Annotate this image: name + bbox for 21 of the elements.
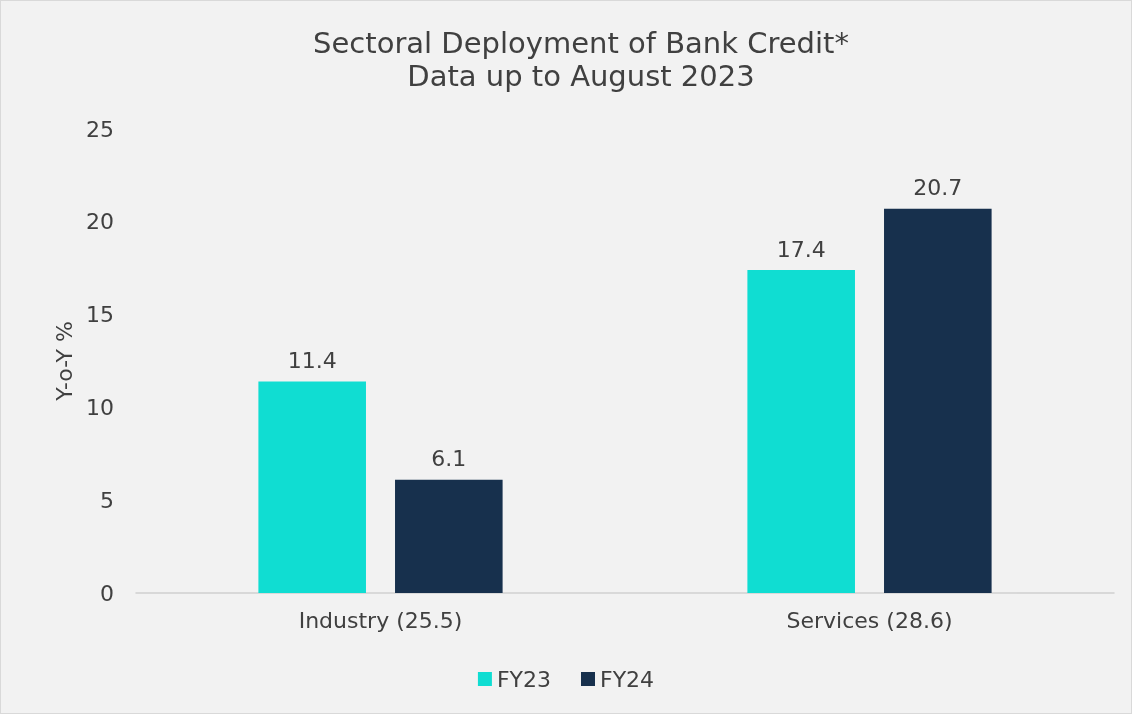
data-label: 20.7: [913, 175, 963, 201]
legend-label: FY23: [496, 666, 552, 692]
x-tick-label: Services (28.6): [786, 607, 953, 633]
y-tick-label: 20: [86, 209, 114, 235]
bar: [884, 208, 992, 593]
data-label: 17.4: [776, 236, 826, 262]
data-label: 11.4: [287, 347, 337, 373]
y-tick-label: 0: [100, 580, 114, 606]
data-label: 6.1: [431, 446, 467, 472]
chart-title: Sectoral Deployment of Bank Credit*: [313, 25, 849, 60]
bar: [395, 479, 503, 593]
y-tick-label: 25: [86, 116, 114, 142]
y-tick-label: 15: [86, 302, 114, 328]
x-tick-label: Industry (25.5): [298, 607, 463, 633]
legend-label: FY24: [600, 666, 655, 692]
y-axis-title: Y-o-Y %: [51, 321, 77, 402]
bar: [258, 381, 366, 593]
chart-subtitle: Data up to August 2023: [407, 58, 755, 93]
y-tick-label: 10: [86, 394, 114, 420]
y-tick-label: 5: [100, 487, 114, 513]
bar: [747, 270, 855, 593]
